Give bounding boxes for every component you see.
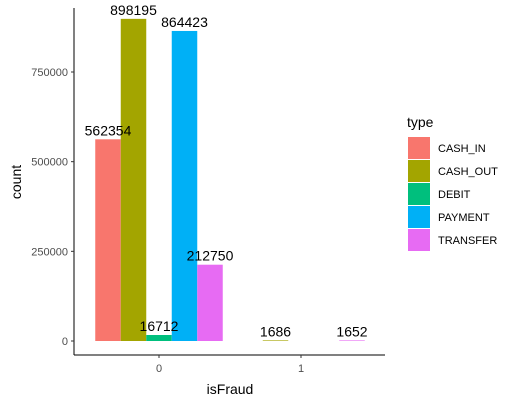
data-label: 898195 (110, 2, 157, 18)
y-axis-title: count (8, 165, 24, 199)
legend-swatch (408, 137, 430, 159)
legend-label: CASH_OUT (438, 166, 498, 178)
bar-debit-0 (146, 335, 172, 341)
y-tick-label: 250000 (31, 246, 68, 258)
bar-cash-out-1 (262, 340, 289, 341)
plot-area: 562354 898195 16712 864423 212750 1686 1652 (85, 2, 368, 342)
legend: type CASH_IN CASH_OUT DEBIT PAYMENT TRANSFER (407, 114, 498, 251)
bar-payment-0 (171, 30, 198, 341)
legend-swatch (408, 229, 430, 251)
bar-transfer-0 (197, 264, 223, 341)
legend-swatch (408, 206, 430, 228)
x-axis-title: isFraud (207, 381, 254, 397)
data-label: 864423 (161, 14, 208, 30)
data-label: 212750 (187, 248, 234, 264)
legend-label: TRANSFER (438, 235, 497, 247)
data-label: 562354 (85, 122, 132, 138)
legend-swatch (408, 160, 430, 182)
data-label: 1652 (336, 323, 367, 339)
axes (73, 8, 385, 356)
data-label: 1686 (260, 323, 291, 339)
bar-transfer-1 (339, 340, 365, 341)
y-tick-label: 750000 (31, 67, 68, 79)
legend-label: CASH_IN (438, 143, 486, 155)
legend-label: PAYMENT (438, 212, 490, 224)
y-tick-label: 0 (62, 336, 68, 348)
y-tick-label: 500000 (31, 157, 68, 169)
bar-cash-out-0 (120, 18, 147, 342)
legend-label: DEBIT (438, 189, 471, 201)
bar-cash-in-0 (95, 139, 121, 341)
x-tick-label: 1 (298, 363, 304, 375)
tick-group: 0 250000 500000 750000 0 1 (31, 67, 304, 375)
legend-swatch (408, 183, 430, 205)
data-label: 16712 (140, 318, 179, 334)
x-tick-label: 0 (156, 363, 162, 375)
legend-title: type (407, 114, 434, 130)
